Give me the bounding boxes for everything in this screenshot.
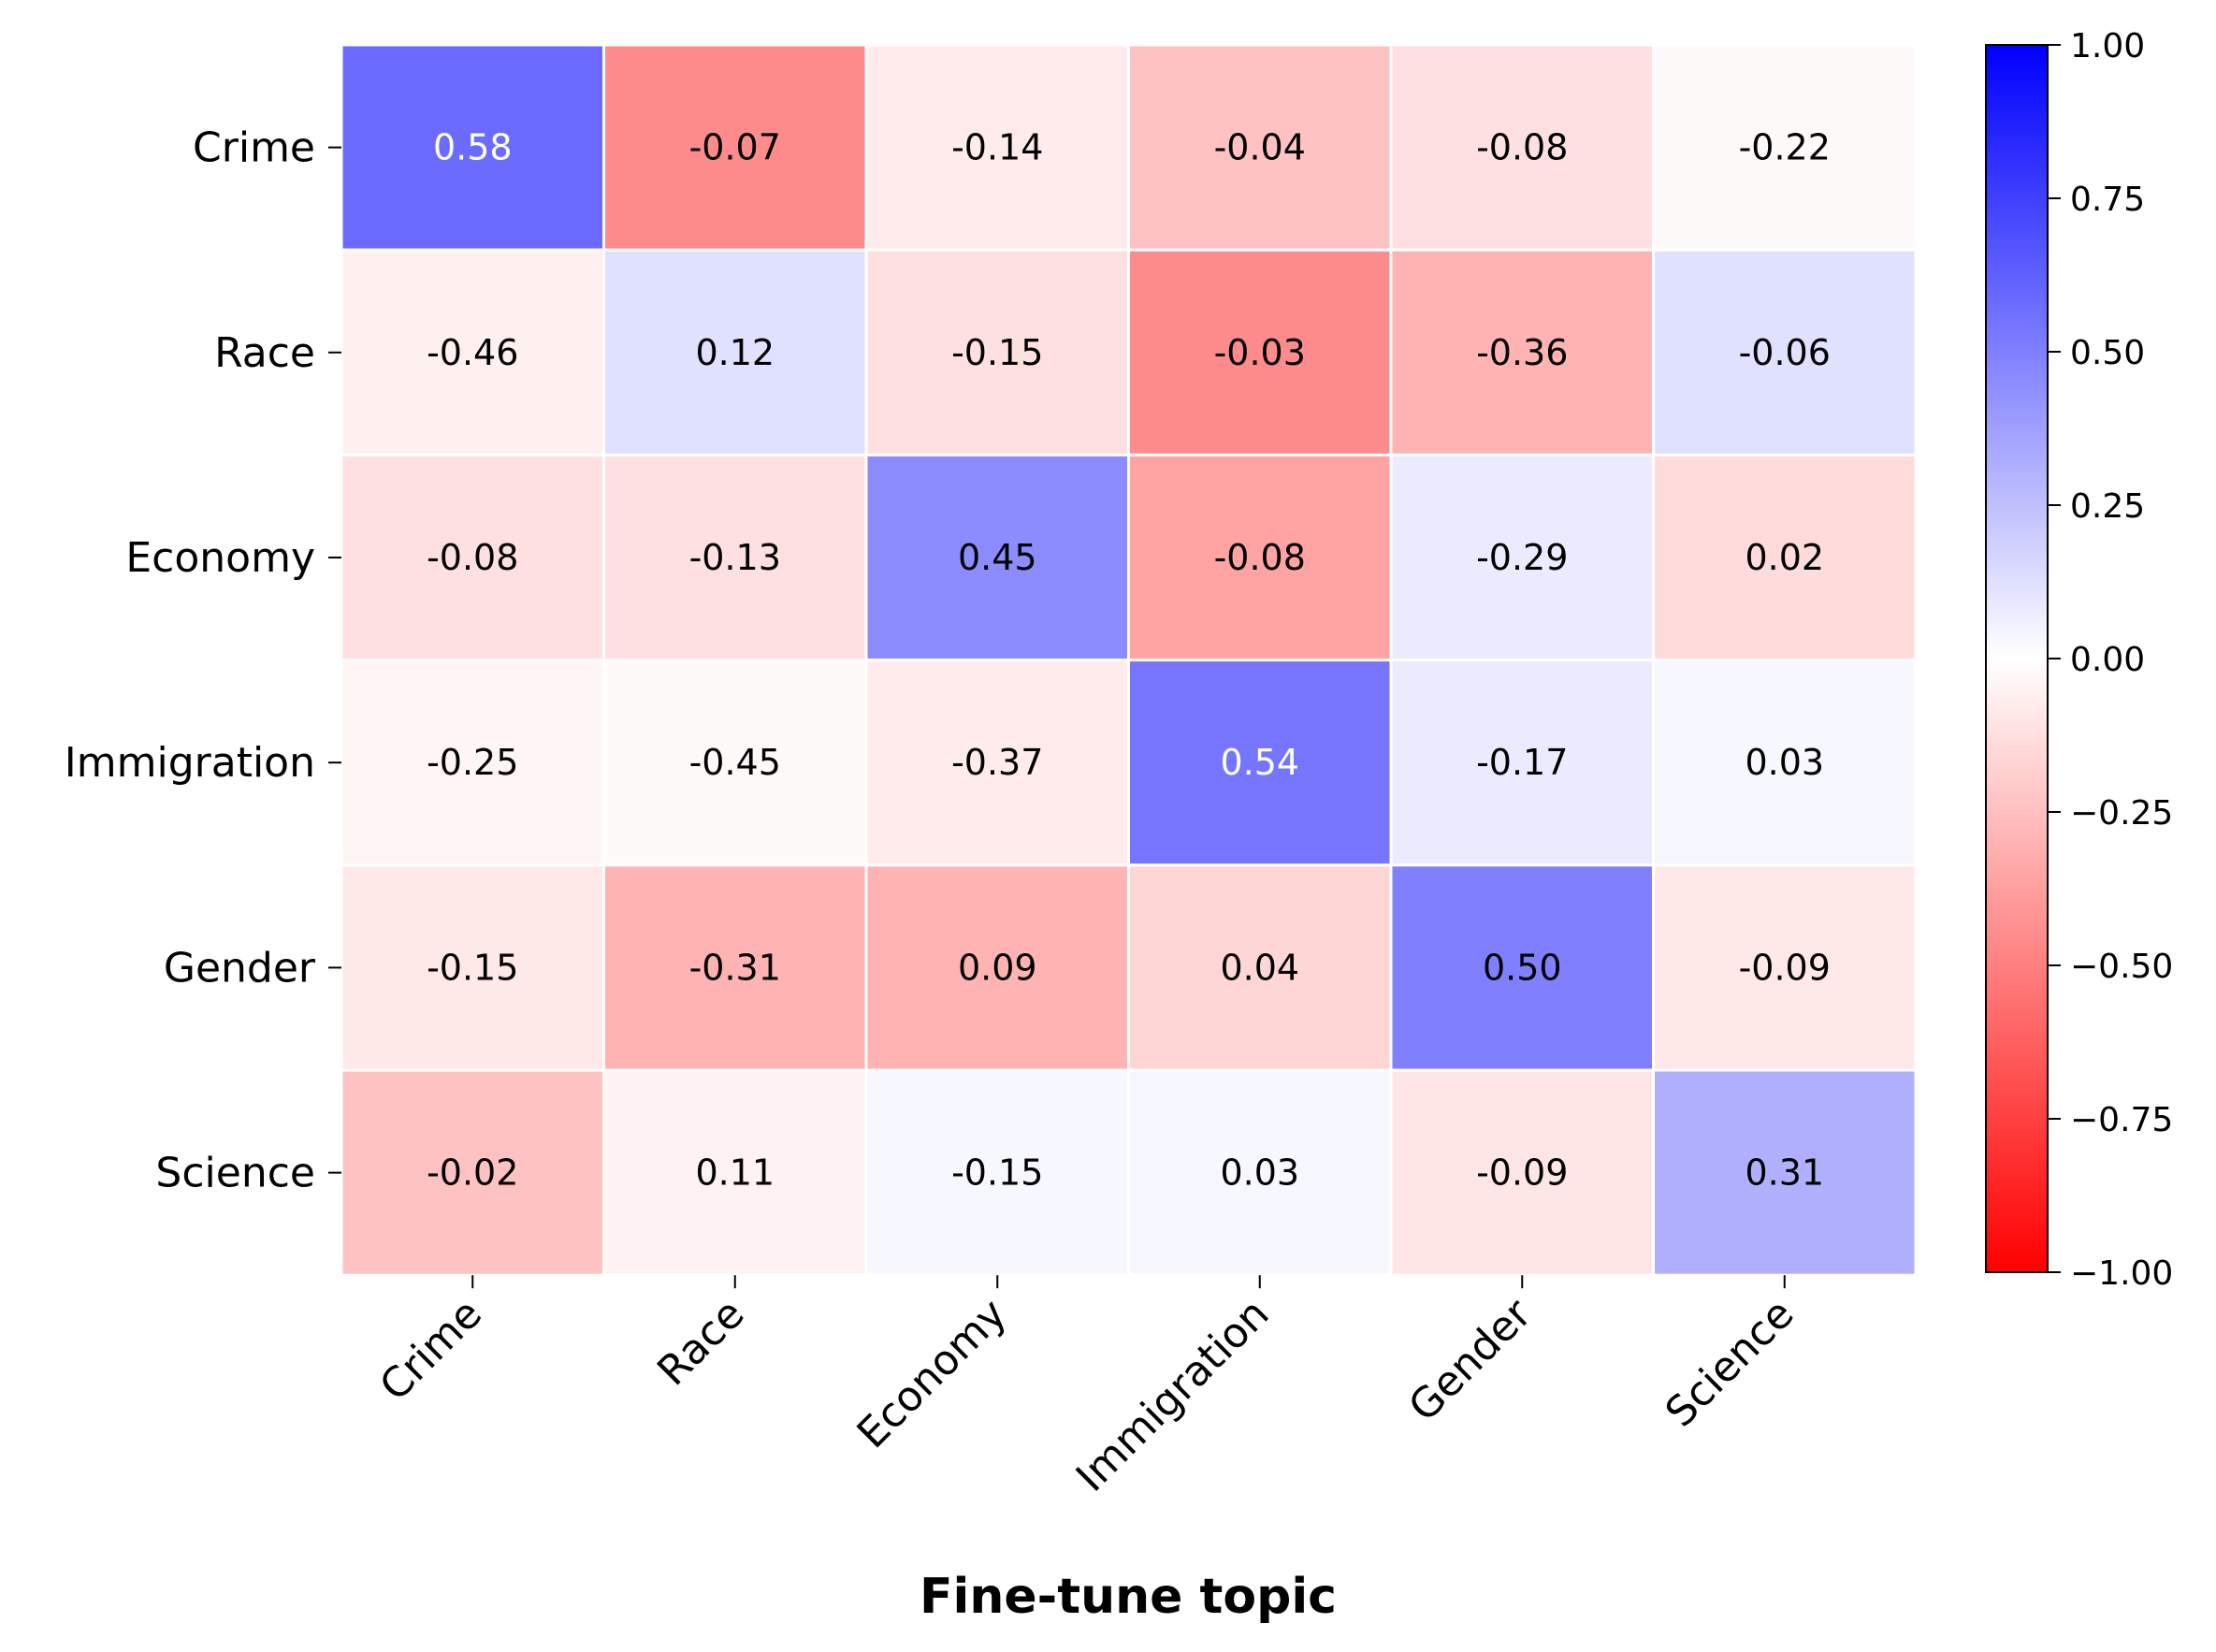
cell-value-label: -0.15 xyxy=(427,947,518,988)
x-tick-label: Immigration xyxy=(1067,1290,1279,1501)
x-axis: Crime Race Economy Immigration Gender Science xyxy=(370,1275,1803,1501)
heatmap-cell xyxy=(340,1068,605,1277)
cell-value-label: -0.06 xyxy=(1739,332,1831,373)
heatmap-cell xyxy=(602,43,868,252)
heatmap-cell xyxy=(1389,863,1655,1072)
heatmap-cell xyxy=(340,43,605,252)
cell-value-label: -0.15 xyxy=(951,332,1043,373)
heatmap-cell xyxy=(1127,659,1393,867)
heatmap-cell xyxy=(1127,43,1393,252)
cell-value-label: 0.03 xyxy=(1220,1152,1299,1194)
heatmap-cell xyxy=(602,248,868,456)
cell-value-label: -0.37 xyxy=(951,742,1043,783)
cell-value-label: -0.08 xyxy=(1214,537,1306,578)
cell-value-label: 0.03 xyxy=(1745,742,1824,783)
heatmap-cell xyxy=(1127,863,1393,1072)
heatmap-cell xyxy=(1652,1068,1918,1277)
colorbar-tick-label: −0.25 xyxy=(2070,794,2173,833)
x-axis-label: Fine-tune topic xyxy=(920,1569,1337,1625)
cell-value-label: 0.12 xyxy=(695,332,775,373)
cell-value-label: -0.25 xyxy=(427,742,518,783)
heatmap-cell xyxy=(864,863,1130,1072)
y-axis: Crime Race Economy Immigration Gender Science xyxy=(65,124,341,1197)
cell-value-label: -0.08 xyxy=(427,537,518,578)
cell-value-label: -0.08 xyxy=(1476,127,1568,168)
heatmap-cell xyxy=(340,453,605,662)
cell-value-label: 0.11 xyxy=(695,1152,775,1194)
cell-value-label: -0.03 xyxy=(1214,332,1306,373)
cell-value-label: -0.09 xyxy=(1739,947,1831,988)
cell-value-label: -0.22 xyxy=(1739,127,1831,168)
heatmap-cell xyxy=(602,453,868,662)
colorbar-tick-label: 0.50 xyxy=(2070,334,2145,372)
x-tick-label: Science xyxy=(1657,1290,1803,1437)
heatmap-cell xyxy=(1652,659,1918,867)
cell-value-label: 0.58 xyxy=(433,127,513,168)
cell-value-label: 0.02 xyxy=(1745,537,1824,578)
cell-value-label: -0.04 xyxy=(1214,127,1306,168)
colorbar-tick-label: 0.25 xyxy=(2070,487,2145,526)
x-tick-label: Economy xyxy=(848,1290,1016,1457)
heatmap-cell xyxy=(1389,1068,1655,1277)
heatmap-cell xyxy=(1652,863,1918,1072)
cell-value-label: -0.17 xyxy=(1476,742,1568,783)
y-tick-label: Crime xyxy=(193,124,315,172)
cell-value-label: -0.15 xyxy=(951,1152,1043,1194)
colorbar-tick-label: 0.00 xyxy=(2070,641,2145,679)
heatmap-cell xyxy=(340,659,605,867)
cell-value-label: -0.46 xyxy=(427,332,518,373)
cell-value-label: -0.14 xyxy=(951,127,1043,168)
heatmap-cell xyxy=(602,659,868,867)
y-tick-label: Science xyxy=(155,1150,315,1197)
cell-value-label: 0.50 xyxy=(1483,947,1562,988)
heatmap-cell xyxy=(1652,248,1918,456)
heatmap-cell xyxy=(864,659,1130,867)
y-tick-label: Gender xyxy=(164,944,316,992)
cell-value-label: 0.31 xyxy=(1745,1152,1824,1194)
colorbar-gradient xyxy=(1985,44,2049,1273)
cell-value-label: -0.36 xyxy=(1476,332,1568,373)
cell-value-label: 0.45 xyxy=(958,537,1037,578)
colorbar-tick-label: −0.75 xyxy=(2070,1101,2173,1139)
y-tick-label: Economy xyxy=(125,534,315,582)
colorbar-tick-label: 0.75 xyxy=(2070,181,2145,219)
cell-value-label: -0.07 xyxy=(689,127,781,168)
x-tick-label: Race xyxy=(648,1290,753,1395)
cell-value-label: -0.02 xyxy=(427,1152,518,1194)
cell-value-label: 0.09 xyxy=(958,947,1037,988)
cell-value-label: 0.04 xyxy=(1220,947,1299,988)
colorbar: 1.00 0.75 0.50 0.25 0.00 −0.25 −0.50 −0.75 −1.00 xyxy=(1985,27,2173,1293)
heatmap-cell xyxy=(1127,248,1393,456)
colorbar-tick-label: 1.00 xyxy=(2070,27,2145,65)
colorbar-tick-label: −0.50 xyxy=(2070,948,2173,986)
cell-value-label: -0.29 xyxy=(1476,537,1568,578)
x-tick-label: Gender xyxy=(1399,1289,1541,1430)
y-tick-label: Race xyxy=(214,329,315,377)
y-tick-label: Immigration xyxy=(65,739,315,787)
heatmap-cell xyxy=(1127,453,1393,662)
heatmap-cell xyxy=(340,863,605,1072)
x-tick-label: Crime xyxy=(370,1290,491,1411)
heatmap-cell xyxy=(1389,453,1655,662)
cell-value-label: -0.45 xyxy=(689,742,781,783)
heatmap-cell xyxy=(1389,659,1655,867)
cell-value-label: 0.54 xyxy=(1220,742,1299,783)
heatmap-cell xyxy=(864,43,1130,252)
cell-value-label: -0.31 xyxy=(689,947,781,988)
colorbar-tick-label: −1.00 xyxy=(2070,1254,2173,1293)
heatmap-cells: 0.58 -0.07 -0.14 -0.04 -0.08 -0.22 -0.46 0.12 -0… xyxy=(340,43,1918,1277)
heatmap-cell xyxy=(1652,43,1918,252)
heatmap-cell xyxy=(1389,43,1655,252)
cell-value-label: -0.13 xyxy=(689,537,781,578)
colorbar-ticks: 1.00 0.75 0.50 0.25 0.00 −0.25 −0.50 −0.75 −1.00 xyxy=(2048,27,2173,1293)
cell-value-label: -0.09 xyxy=(1476,1152,1568,1194)
heatmap-cell xyxy=(1652,453,1918,662)
